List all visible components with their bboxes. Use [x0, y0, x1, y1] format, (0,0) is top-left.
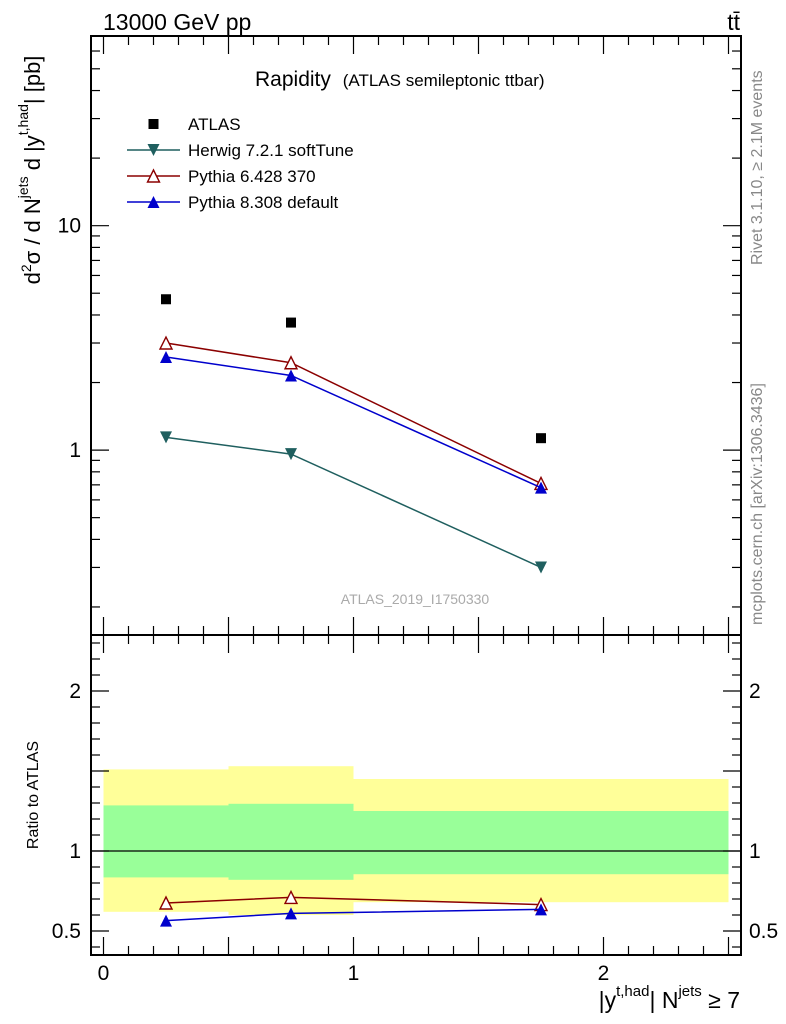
axis-ticks: 1 10 0 1 2 0.5 0.5 1 1 2 2 [52, 35, 778, 985]
uncertainty-band-inner-0 [103, 805, 229, 878]
main-point-1-2 [535, 561, 547, 574]
rivet-label: Rivet 3.1.10, ≥ 2.1M events [749, 70, 766, 265]
main-point-1-0 [160, 431, 172, 444]
ratio-point-0-1 [283, 889, 299, 905]
uncertainty-band-inner-2 [353, 811, 729, 875]
energy-label: 13000 GeV pp [103, 9, 251, 35]
main-point-3-0 [160, 350, 172, 363]
ratio-panel-frame [90, 634, 742, 956]
ratio-y-tick-label-right: 0.5 [749, 920, 778, 943]
svg-text:d2σ / d Njets d |yt,had| [pb]: d2σ / d Njets d |yt,had| [pb] [15, 56, 45, 285]
ratio-bands [91, 766, 741, 915]
x-tick-label: 2 [598, 962, 610, 985]
main-point-2-0 [158, 335, 174, 350]
main-y-tick-label: 1 [69, 439, 81, 462]
main-point-0-1 [286, 317, 296, 328]
main-y-axis-label: d2σ / d Njets d |yt,had| [pb] [15, 56, 45, 285]
chart-title-main: Rapidity [255, 68, 331, 91]
ratio-y-tick-label: 0.5 [52, 920, 81, 943]
legend-marker-2 [146, 168, 161, 183]
legend-marker-3 [147, 196, 160, 208]
legend-label-2: Pythia 6.428 370 [188, 167, 316, 186]
ratio-y-tick-label: 2 [69, 680, 81, 703]
main-series-line-3 [165, 356, 542, 489]
main-point-3-1 [285, 369, 297, 382]
x-tick-label: 0 [98, 962, 110, 985]
main-point-0-2 [536, 433, 546, 444]
main-point-3-2 [535, 481, 547, 494]
svg-text:|yt,had| Njets ≥ 7: |yt,had| Njets ≥ 7 [599, 983, 740, 1013]
legend: ATLAS Herwig 7.2.1 softTune Pythia 6.428 3… [127, 115, 354, 212]
legend-marker-0 [148, 119, 159, 129]
ratio-point-1-0 [160, 914, 172, 927]
main-series [158, 294, 549, 574]
chart-subtitle: (ATLAS semileptonic ttbar) [343, 71, 545, 90]
legend-marker-1 [147, 144, 160, 156]
main-point-2-1 [283, 355, 299, 370]
ratio-y-axis-label: Ratio to ATLAS [25, 741, 42, 849]
ratio-series [158, 889, 549, 927]
legend-label-0: ATLAS [188, 115, 241, 134]
process-label: tt̄ [727, 9, 740, 35]
ratio-point-1-2 [535, 903, 547, 916]
chart-title: Rapidity (ATLAS semileptonic ttbar) [255, 68, 545, 91]
ratio-point-1-1 [285, 907, 297, 920]
x-tick-label: 1 [348, 962, 360, 985]
ratio-y-tick-label: 1 [69, 840, 81, 863]
mcplots-label: mcplots.cern.ch [arXiv:1306.3436] [749, 383, 766, 625]
x-axis-label: |yt,had| Njets ≥ 7 [599, 983, 740, 1013]
legend-label-3: Pythia 8.308 default [188, 193, 339, 212]
main-y-tick-label: 10 [58, 215, 81, 238]
main-point-0-0 [161, 294, 171, 305]
ratio-point-0-0 [158, 895, 174, 910]
uncertainty-band-inner-1 [228, 803, 354, 880]
legend-label-1: Herwig 7.2.1 softTune [188, 141, 354, 160]
ratio-y-tick-label-right: 2 [749, 680, 761, 703]
analysis-watermark: ATLAS_2019_I1750330 [341, 591, 490, 607]
main-point-1-1 [285, 448, 297, 461]
ratio-y-tick-label-right: 1 [749, 840, 761, 863]
